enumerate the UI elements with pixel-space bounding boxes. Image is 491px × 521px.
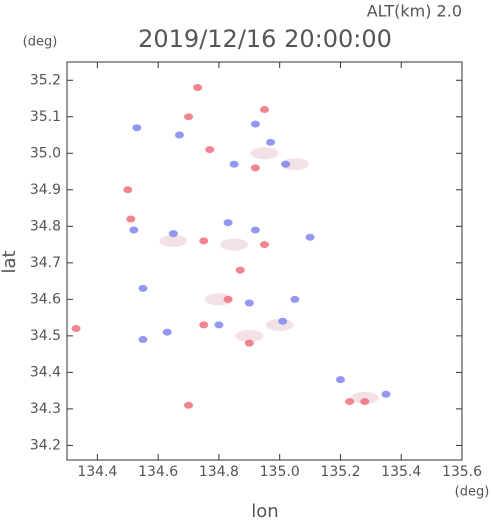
echo-blob: [244, 299, 254, 307]
x-tick-label: 135.0: [260, 464, 300, 480]
echo-blob: [250, 164, 260, 172]
y-tick-label: 34.9: [30, 182, 61, 198]
echo-blob: [281, 160, 291, 168]
y-tick-label: 35.2: [30, 72, 61, 88]
y-tick-label: 35.0: [30, 145, 61, 161]
echo-blob: [184, 113, 194, 121]
x-tick-label: 134.6: [138, 464, 178, 480]
y-tick-label: 34.4: [30, 364, 61, 380]
echo-blob: [305, 233, 315, 241]
echo-blob: [205, 146, 215, 154]
echo-blob: [138, 336, 148, 344]
echo-blob: [126, 215, 136, 223]
echo-blob: [199, 237, 209, 245]
echo-blob: [345, 398, 355, 406]
echo-blob: [260, 105, 269, 113]
echo-blob: [129, 226, 139, 234]
echo-blob: [168, 230, 178, 238]
echo-blob: [360, 398, 370, 406]
echo-blob: [159, 234, 188, 247]
echo-blob: [223, 295, 233, 303]
y-tick-label: 34.8: [30, 218, 61, 234]
y-unit: (deg): [23, 35, 58, 50]
echo-blob: [220, 238, 249, 251]
echo-blob: [235, 266, 245, 274]
x-tick-label: 134.4: [77, 464, 117, 480]
chart-title: 2019/12/16 20:00:00: [138, 25, 392, 53]
x-tick-label: 135.2: [320, 464, 360, 480]
echo-blob: [266, 138, 276, 146]
echo-blob: [250, 120, 260, 128]
echo-blob: [214, 321, 224, 329]
y-axis-label: lat: [0, 250, 20, 273]
echo-blob: [138, 284, 148, 292]
y-tick-label: 34.7: [30, 255, 61, 271]
echo-blob: [235, 329, 264, 342]
echo-blob: [132, 124, 142, 132]
echo-blob: [223, 219, 233, 227]
y-tick-label: 34.3: [30, 401, 61, 417]
echo-blob: [199, 321, 209, 329]
echo-blob: [162, 328, 172, 336]
echo-blob: [381, 390, 391, 398]
x-unit: (deg): [455, 485, 490, 500]
x-tick-label: 134.8: [199, 464, 239, 480]
chart-subtitle: ALT(km) 2.0: [367, 2, 462, 21]
echo-blob: [250, 226, 260, 234]
echo-blob: [350, 391, 379, 404]
x-tick-label: 135.4: [381, 464, 421, 480]
y-tick-label: 35.1: [30, 109, 61, 125]
echo-blob: [335, 376, 345, 384]
y-tick-label: 34.6: [30, 291, 61, 307]
echo-blob: [290, 295, 300, 303]
echo-blob: [193, 84, 203, 92]
echo-blob: [244, 339, 254, 347]
y-tick-label: 34.2: [30, 437, 61, 453]
echo-blob: [184, 401, 194, 409]
echo-blob: [229, 160, 239, 168]
echo-blob: [174, 131, 184, 139]
echo-blob: [71, 325, 81, 333]
plot-frame: [66, 61, 463, 461]
y-tick-label: 34.5: [30, 328, 61, 344]
echo-blob: [278, 317, 288, 325]
echo-blob: [250, 147, 279, 160]
echo-blob: [260, 241, 269, 249]
echo-blob: [123, 186, 133, 194]
x-tick-label: 135.6: [442, 464, 482, 480]
x-axis-label: lon: [251, 501, 278, 521]
